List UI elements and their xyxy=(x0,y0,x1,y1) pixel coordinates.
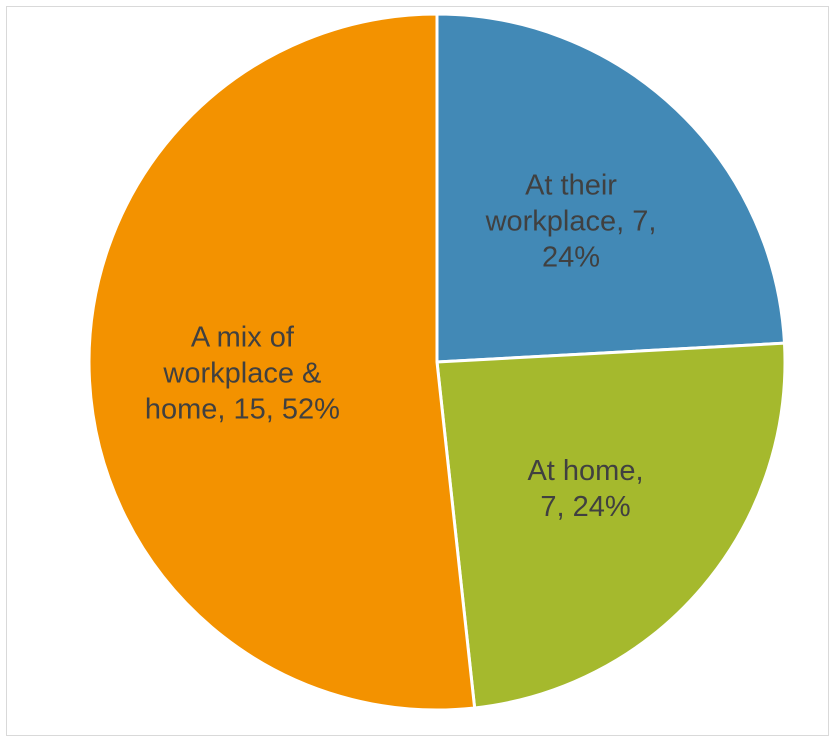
data-label-home: At home, 7, 24% xyxy=(527,455,643,523)
pie-slice-mix xyxy=(87,12,477,712)
data-label-mix: A mix of workplace & home, 15, 52% xyxy=(145,322,340,426)
data-label-workplace: At their workplace, 7, 24% xyxy=(485,170,657,274)
chart-frame: At their workplace, 7, 24% At home, 7, 24% A … xyxy=(6,6,829,736)
pie-slice-home xyxy=(435,341,787,710)
pie-chart: At their workplace, 7, 24% At home, 7, 24% A … xyxy=(87,12,787,712)
pie-slice-workplace xyxy=(435,12,787,364)
